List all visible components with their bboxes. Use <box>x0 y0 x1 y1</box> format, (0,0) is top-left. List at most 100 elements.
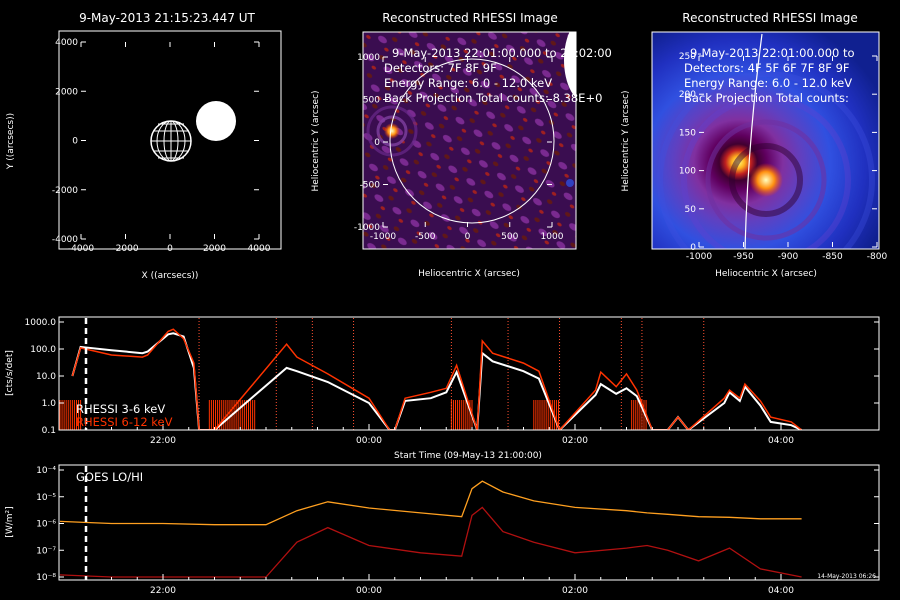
image2-xtick-label: -850 <box>822 252 843 262</box>
image2-overlay-detectors: Detectors: 4F 5F 6F 7F 8F 9F <box>684 61 850 75</box>
locator-xtick-label: 0 <box>167 244 173 254</box>
goes-line-lo <box>59 480 802 526</box>
image2-limb <box>744 33 763 249</box>
locator-xtick-label: 2000 <box>203 244 226 254</box>
locator-title: 9-May-2013 21:15:23.447 UT <box>79 11 255 25</box>
image2-xtick-label: -1000 <box>686 252 712 262</box>
goes-panel: GOES LO/HI 10⁻⁴ 10⁻⁵ 10⁻⁶ 10⁻⁷ 10⁻⁸ 22:00 00:0… <box>5 464 880 596</box>
locator-xtick-label: -2000 <box>112 244 138 254</box>
image1-overlay-method: Back Projection Total counts: 8.38E+0 <box>384 91 602 105</box>
lightcurve-xtick-label: 00:00 <box>356 436 382 446</box>
goes-label: GOES LO/HI <box>76 470 143 484</box>
locator-xtick-label: 4000 <box>248 244 271 254</box>
locator-xlabel: X ((arcsecs)) <box>142 271 199 281</box>
image1-ticks: -1000 -500 0 500 1000 1000 500 0 -500 -1000 <box>354 53 564 242</box>
locator-ytick-label: -4000 <box>52 235 78 245</box>
image1-xtick-label: 500 <box>501 232 518 242</box>
lightcurve-line-low <box>71 332 803 430</box>
locator-ytick-label: -2000 <box>52 186 78 196</box>
lightcurve-ytick-label: 1000.0 <box>25 318 57 328</box>
locator-ticks: -4000 -2000 0 2000 4000 4000 2000 0 -2000 -4000 <box>52 38 271 254</box>
image2-frame <box>651 31 880 250</box>
legend-low: RHESSI 3-6 keV <box>76 402 165 416</box>
image1-title: Reconstructed RHESSI Image <box>382 11 557 25</box>
image2-overlay-time: 9-May-2013 22:01:00.000 to <box>690 46 855 60</box>
lightcurve-ytick-label: 0.1 <box>42 426 56 436</box>
image2-ytick-label: 0 <box>690 243 696 253</box>
sun-globe <box>150 120 192 162</box>
fov-disk <box>196 101 236 141</box>
image2-xtick-label: -800 <box>867 252 888 262</box>
image1-xtick-label: 1000 <box>541 232 564 242</box>
lightcurve-ticks: 1000.0 100.0 10.0 1.0 0.1 22:00 00:00 02:00 04:0… <box>25 318 879 446</box>
image1-xtick-label: -500 <box>415 232 436 242</box>
flare-markers <box>198 318 705 430</box>
goes-xtick-label: 22:00 <box>150 586 176 596</box>
image1-saturated-blob <box>564 32 576 99</box>
goes-ytick-label: 10⁻⁶ <box>36 520 56 530</box>
lightcurve-panel: 1000.0 100.0 10.0 1.0 0.1 22:00 00:00 02:00 04:0… <box>5 316 880 461</box>
image2-title: Reconstructed RHESSI Image <box>682 11 857 25</box>
image2-ytick-label: 250 <box>679 52 696 62</box>
lightcurve-series <box>71 328 803 430</box>
locator-ytick-label: 2000 <box>55 87 78 97</box>
lightcurve-line-high <box>71 328 803 430</box>
goes-ytick-label: 10⁻⁵ <box>36 493 56 503</box>
image2-overlay-energy: Energy Range: 6.0 - 12.0 keV <box>684 76 852 90</box>
image1-limb <box>389 58 555 224</box>
lightcurve-xtick-label: 04:00 <box>768 436 794 446</box>
goes-line-hi <box>59 506 802 578</box>
image1-xlabel: Heliocentric X (arcsec) <box>418 269 520 279</box>
image1-ylabel: Heliocentric Y (arcsec) <box>311 90 321 191</box>
lightcurve-xtick-label: 02:00 <box>562 436 588 446</box>
image1-overlay-detectors: Detectors: 7F 8F 9F <box>384 61 497 75</box>
image2-source <box>749 163 783 197</box>
image1-xtick-label: 0 <box>465 232 471 242</box>
lightcurve-ytick-label: 10.0 <box>36 372 56 382</box>
goes-frame <box>58 464 880 581</box>
image2-xlabel: Heliocentric X (arcsec) <box>715 269 817 279</box>
locator-panel: 9-May-2013 21:15:23.447 UT -4000 -2000 0 20… <box>6 11 282 281</box>
image2-ytick-label: 200 <box>679 90 696 100</box>
image2-panel: Reconstructed RHESSI Image 9-May-2013 22… <box>621 11 888 279</box>
image2-overlay-method: Back Projection Total counts: <box>684 91 849 105</box>
locator-ylabel: Y ((arcsecs)) <box>6 113 16 170</box>
image1-overlay-time: 9-May-2013 22:01:00.000 to 22:02:00 <box>392 46 612 60</box>
goes-ticks: 10⁻⁴ 10⁻⁵ 10⁻⁶ 10⁻⁷ 10⁻⁸ 22:00 00:00 02:00 04:00 <box>36 466 879 596</box>
image1-source <box>384 123 400 139</box>
lightcurve-frame <box>58 316 880 431</box>
image1-ytick-label: 1000 <box>357 53 380 63</box>
image2-ytick-label: 50 <box>685 205 697 215</box>
lightcurve-ylabel: [cts/s/det] <box>5 350 15 396</box>
goes-ytick-label: 10⁻⁸ <box>36 573 56 583</box>
lightcurve-ytick-label: 1.0 <box>42 399 57 409</box>
goes-ylabel: [W/m²] <box>5 506 15 537</box>
goes-ytick-label: 10⁻⁷ <box>36 546 56 556</box>
image1-overlay-energy: Energy Range: 6.0 - 12.0 keV <box>384 76 552 90</box>
image1-frame <box>362 31 577 250</box>
image1-map <box>363 32 576 249</box>
goes-xtick-label: 04:00 <box>768 586 794 596</box>
attenuator-bands <box>59 400 647 430</box>
image1-panel: Reconstructed RHESSI Image 9-May-2013 22… <box>311 11 612 279</box>
image2-ticks: -1000 -950 -900 -850 -800 250 200 150 100 50 0 <box>679 52 888 262</box>
image1-ytick-label: -1000 <box>354 223 380 233</box>
image2-overlay: 9-May-2013 22:01:00.000 to Detectors: 4F… <box>684 46 855 105</box>
goes-xtick-label: 00:00 <box>356 586 382 596</box>
image1-ytick-label: 500 <box>363 96 380 106</box>
lightcurve-ytick-label: 100.0 <box>30 345 56 355</box>
goes-xtick-label: 02:00 <box>562 586 588 596</box>
lightcurve-xtick-label: 22:00 <box>150 436 176 446</box>
goes-series <box>59 480 802 578</box>
image2-ytick-label: 150 <box>679 128 696 138</box>
image2-ylabel: Heliocentric Y (arcsec) <box>621 90 631 191</box>
locator-frame <box>58 30 282 250</box>
image1-ytick-label: -500 <box>360 181 381 191</box>
image2-xtick-label: -950 <box>733 252 754 262</box>
locator-xtick-label: -4000 <box>68 244 94 254</box>
image2-ytick-label: 100 <box>679 167 696 177</box>
image1-xtick-label: -1000 <box>370 232 396 242</box>
legend-high: RHESSI 6-12 keV <box>76 415 173 429</box>
goes-stamp: 14-May-2013 06:26 <box>817 573 876 580</box>
